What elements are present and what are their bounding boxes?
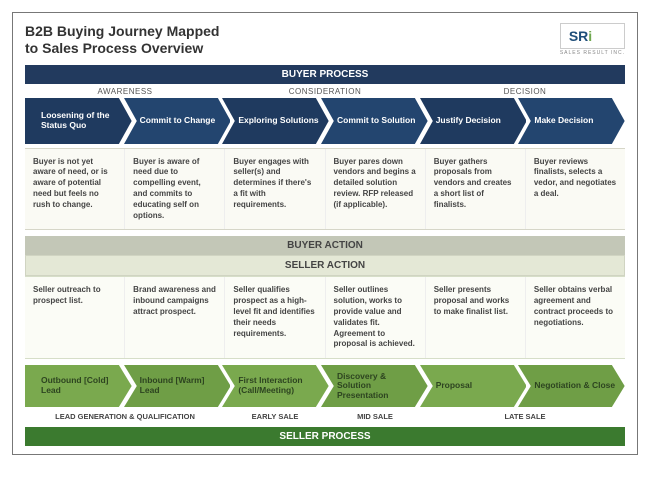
stage-label: Negotiation & Close: [534, 381, 615, 391]
stage-label: Discovery & Solution Presentation: [337, 372, 420, 401]
stage-label: Loosening of the Status Quo: [41, 111, 124, 131]
stage-label: Exploring Solutions: [238, 116, 318, 126]
stage-description: Brand awareness and inbound campaigns at…: [125, 277, 225, 358]
stage-chevron: First Interaction (Call/Meeting): [222, 365, 329, 407]
stage-chevron: Discovery & Solution Presentation: [321, 365, 428, 407]
stage-chevron: Loosening of the Status Quo: [25, 98, 132, 144]
stage-chevron: Make Decision: [518, 98, 625, 144]
title-line2: to Sales Process Overview: [25, 40, 203, 56]
stage-description: Seller qualifies prospect as a high-leve…: [225, 277, 325, 358]
stage-description: Seller presents proposal and works to ma…: [426, 277, 526, 358]
stage-label: Outbound [Cold] Lead: [41, 376, 124, 396]
title-line1: B2B Buying Journey Mapped: [25, 23, 219, 39]
seller-phase-row: LEAD GENERATION & QUALIFICATIONEARLY SAL…: [25, 407, 625, 425]
buyer-phase: DECISION: [425, 87, 625, 96]
buyer-phase: CONSIDERATION: [225, 87, 425, 96]
seller-stage-row: Outbound [Cold] Lead Inbound [Warm] Lead F…: [25, 365, 625, 407]
stage-label: Inbound [Warm] Lead: [140, 376, 223, 396]
logo: SRi SALES RESULT INC.: [560, 23, 625, 56]
stage-description: Seller obtains verbal agreement and cont…: [526, 277, 625, 358]
logo-dark: SR: [569, 28, 588, 44]
stage-chevron: Commit to Change: [124, 98, 231, 144]
diagram-frame: B2B Buying Journey Mapped to Sales Proce…: [12, 12, 638, 455]
seller-phase: EARLY SALE: [225, 410, 325, 423]
stage-description: Buyer reviews finalists, selects a vedor…: [526, 149, 625, 230]
seller-phase: MID SALE: [325, 410, 425, 423]
logo-accent: i: [588, 28, 592, 44]
seller-phase: LATE SALE: [425, 410, 625, 423]
buyer-phase: AWARENESS: [25, 87, 225, 96]
stage-chevron: Proposal: [420, 365, 527, 407]
bar-buyer-process: BUYER PROCESS: [25, 65, 625, 84]
stage-chevron: Outbound [Cold] Lead: [25, 365, 132, 407]
logo-sub: SALES RESULT INC.: [560, 50, 625, 56]
stage-chevron: Negotiation & Close: [518, 365, 625, 407]
stage-description: Seller outreach to prospect list.: [25, 277, 125, 358]
stage-label: Commit to Change: [140, 116, 216, 126]
stage-label: Proposal: [436, 381, 472, 391]
stage-description: Buyer engages with seller(s) and determi…: [225, 149, 325, 230]
page-title: B2B Buying Journey Mapped to Sales Proce…: [25, 23, 219, 57]
stage-description: Buyer gathers proposals from vendors and…: [426, 149, 526, 230]
header: B2B Buying Journey Mapped to Sales Proce…: [25, 23, 625, 57]
bar-buyer-action: BUYER ACTION: [25, 236, 625, 255]
stage-description: Buyer is aware of need due to compelling…: [125, 149, 225, 230]
stage-chevron: Exploring Solutions: [222, 98, 329, 144]
stage-description: Buyer pares down vendors and begins a de…: [326, 149, 426, 230]
seller-desc-row: Seller outreach to prospect list.Brand a…: [25, 276, 625, 359]
stage-description: Seller outlines solution, works to provi…: [326, 277, 426, 358]
stage-chevron: Commit to Solution: [321, 98, 428, 144]
stage-label: Commit to Solution: [337, 116, 415, 126]
seller-phase: LEAD GENERATION & QUALIFICATION: [25, 410, 225, 423]
stage-description: Buyer is not yet aware of need, or is aw…: [25, 149, 125, 230]
buyer-phase-row: AWARENESS CONSIDERATION DECISION: [25, 84, 625, 98]
stage-chevron: Inbound [Warm] Lead: [124, 365, 231, 407]
stage-label: Justify Decision: [436, 116, 501, 126]
bar-seller-action: SELLER ACTION: [25, 255, 625, 276]
buyer-stage-row: Loosening of the Status Quo Commit to Cha…: [25, 98, 625, 144]
bar-seller-process: SELLER PROCESS: [25, 427, 625, 446]
stage-label: Make Decision: [534, 116, 593, 126]
stage-chevron: Justify Decision: [420, 98, 527, 144]
stage-label: First Interaction (Call/Meeting): [238, 376, 321, 396]
buyer-desc-row: Buyer is not yet aware of need, or is aw…: [25, 148, 625, 231]
